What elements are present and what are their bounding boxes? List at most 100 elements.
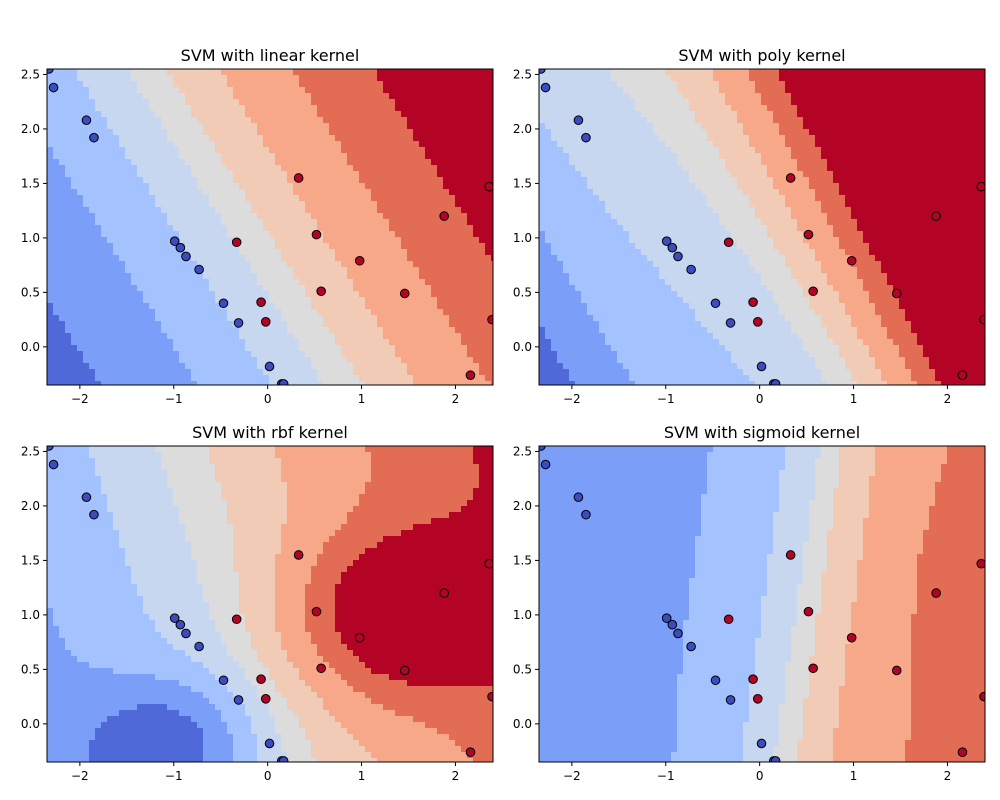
x-tick-label: 2 [452,769,460,783]
scatter-points [539,446,985,762]
point-class-0 [756,361,767,372]
point-class-1 [931,588,941,598]
scatter-points [539,69,985,385]
point-class-1 [891,288,902,299]
point-class-0 [725,695,736,705]
point-class-0 [725,318,736,328]
x-tick-label: 2 [944,769,952,783]
point-class-0 [573,115,584,126]
decision-regions [47,446,493,762]
x-tick-label: −2 [71,392,89,406]
point-class-0 [710,298,721,309]
x-tick-label: 1 [850,392,858,406]
subplot-title: SVM with rbf kernel [192,423,348,442]
point-class-1 [846,632,857,643]
x-tick-label: 0 [756,769,764,783]
point-class-1 [976,558,985,569]
point-class-1 [808,286,818,297]
point-class-0 [581,509,591,520]
point-class-0 [581,132,591,143]
point-class-1 [439,588,449,598]
point-class-0 [233,318,244,328]
x-tick-label: −2 [563,769,581,783]
point-class-1 [399,288,410,299]
y-tick-label: 2.5 [513,67,532,81]
point-class-0 [539,69,546,74]
point-class-0 [710,675,721,686]
point-class-0 [278,756,289,762]
y-tick-label: 2.5 [21,67,40,81]
point-class-0 [47,69,54,74]
point-class-1 [803,229,814,240]
point-class-1 [785,173,796,183]
point-class-1 [256,297,266,307]
point-class-1 [957,370,968,380]
y-tick-label: 0.5 [21,662,40,676]
point-class-1 [465,370,476,380]
point-class-1 [316,286,326,297]
point-class-0 [770,379,781,385]
point-class-0 [48,459,59,470]
point-class-0 [264,738,275,749]
x-tick-label: 2 [452,392,460,406]
point-class-1 [979,314,985,325]
subplot-poly: −2 −1 0 1 2 0.0 0.5 1.0 1.5 2.0 2.5 SVM with poly k… [513,46,986,406]
point-class-1 [231,614,242,625]
point-class-1 [293,173,304,183]
point-class-1 [354,632,365,643]
point-class-1 [748,674,758,684]
point-class-1 [723,614,734,625]
y-tick-label: 0.5 [21,285,40,299]
point-class-1 [487,314,493,325]
decision-regions [539,69,985,385]
point-class-0 [48,82,59,93]
point-class-0 [194,641,204,652]
x-tick-label: 0 [756,392,764,406]
y-tick-label: 1.5 [21,176,40,190]
y-tick-label: 2.0 [21,122,40,136]
point-class-1 [808,663,818,674]
point-class-0 [89,509,99,520]
y-tick-label: 1.5 [21,553,40,567]
point-class-0 [661,613,672,623]
point-class-0 [540,459,551,470]
point-class-0 [661,236,672,246]
point-class-0 [175,242,186,253]
point-class-1 [399,665,410,676]
y-tick-label: 2.0 [513,499,532,513]
point-class-1 [484,558,493,569]
point-class-1 [803,606,814,617]
y-tick-label: 0.5 [513,285,532,299]
point-class-1 [931,211,941,221]
x-tick-label: −2 [71,769,89,783]
point-class-0 [233,695,244,705]
point-class-1 [752,694,763,704]
point-class-1 [439,211,449,221]
x-tick-label: −1 [657,769,675,783]
point-class-1 [976,181,985,192]
point-class-0 [175,619,186,630]
y-tick-label: 2.0 [513,122,532,136]
point-class-0 [540,82,551,93]
point-class-1 [256,674,266,684]
point-class-0 [89,132,99,143]
x-tick-label: 2 [944,392,952,406]
axes-frame [46,445,494,763]
point-class-1 [231,237,242,248]
point-class-1 [785,550,796,560]
point-class-0 [673,251,683,262]
point-class-0 [81,492,92,503]
point-class-1 [311,229,322,240]
point-class-1 [316,663,326,674]
y-tick-label: 1.5 [513,553,532,567]
x-tick-label: 1 [358,769,366,783]
point-class-1 [979,691,985,702]
point-class-0 [667,242,678,253]
axes-frame [538,68,986,386]
point-class-0 [218,298,229,309]
y-tick-label: 2.5 [513,444,532,458]
y-tick-label: 0.5 [513,662,532,676]
subplot-title: SVM with sigmoid kernel [664,423,860,442]
point-class-0 [673,628,683,639]
x-tick-label: −1 [165,392,183,406]
